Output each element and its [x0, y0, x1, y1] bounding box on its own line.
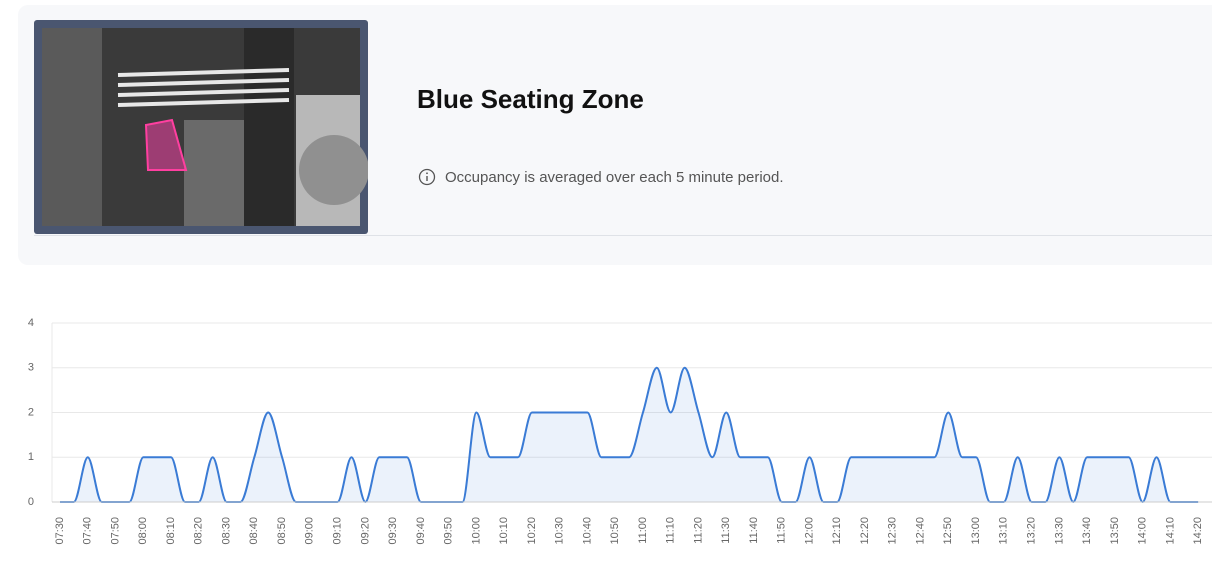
- x-tick-label: 08:00: [137, 517, 149, 545]
- x-tick-label: 08:20: [193, 517, 205, 545]
- x-tick-label: 13:20: [1026, 517, 1038, 545]
- x-tick-label: 12:20: [859, 517, 871, 545]
- x-tick-label: 09:20: [359, 517, 371, 545]
- x-tick-label: 07:40: [82, 517, 94, 545]
- x-tick-label: 07:30: [54, 517, 66, 545]
- x-tick-label: 12:30: [887, 517, 899, 545]
- line: [59, 366, 1199, 504]
- x-tick-label: 10:00: [470, 517, 482, 545]
- x-tick-label: 11:40: [748, 517, 760, 544]
- x-tick-label: 10:10: [498, 517, 510, 545]
- x-tick-label: 11:30: [720, 517, 732, 544]
- x-tick-label: 11:50: [776, 517, 788, 544]
- x-tick-label: 08:30: [220, 517, 232, 545]
- x-tick-label: 09:40: [415, 517, 427, 545]
- x-tick-label: 08:40: [248, 517, 260, 545]
- x-tick-label: 13:10: [998, 517, 1010, 545]
- x-tick-label: 09:50: [443, 517, 455, 545]
- x-tick-label: 08:50: [276, 517, 288, 545]
- x-tick-label: 13:30: [1053, 517, 1065, 545]
- divider: [34, 235, 1212, 236]
- x-tick-label: 09:30: [387, 517, 399, 545]
- camera-image: [34, 20, 368, 234]
- x-tick-label: 09:10: [332, 517, 344, 545]
- x-tick-label: 13:40: [1081, 517, 1093, 545]
- info-text: Occupancy is averaged over each 5 minute…: [445, 168, 784, 186]
- chart: 0 1 2 3 4 07:30 07:40 07:50 08:00 08:10 08:20 08:30…: [28, 317, 1212, 545]
- y-tick-label: 2: [28, 406, 34, 418]
- x-tick-label: 11:00: [637, 517, 649, 544]
- y-tick-label: 0: [28, 496, 34, 508]
- y-tick-label: 1: [28, 451, 34, 463]
- info-note: Occupancy is averaged over each 5 minute…: [418, 168, 784, 186]
- x-tick-label: 14:20: [1192, 517, 1204, 545]
- x-tick-label: 11:20: [692, 517, 704, 544]
- x-tick-label: 10:20: [526, 517, 538, 545]
- x-tick-label: 12:00: [803, 517, 815, 545]
- x-tick-label: 11:10: [665, 517, 677, 544]
- x-tick-label: 12:40: [914, 517, 926, 545]
- info-icon: [418, 168, 436, 186]
- y-tick-label: 4: [28, 317, 34, 329]
- x-tick-label: 14:00: [1137, 517, 1149, 545]
- x-tick-label: 07:50: [109, 517, 121, 545]
- x-tick-label: 13:00: [970, 517, 982, 545]
- y-tick-label: 3: [28, 362, 34, 374]
- x-tick-label: 08:10: [165, 517, 177, 545]
- x-tick-label: 10:40: [581, 517, 593, 545]
- x-tick-label: 10:50: [609, 517, 621, 545]
- x-tick-label: 12:50: [942, 517, 954, 545]
- x-tick-label: 13:50: [1109, 517, 1121, 545]
- zone-title: Blue Seating Zone: [417, 84, 644, 114]
- x-tick-label: 10:30: [554, 517, 566, 545]
- x-tick-label: 14:10: [1164, 517, 1176, 545]
- x-tick-label: 12:10: [831, 517, 843, 545]
- x-tick-label: 09:00: [304, 517, 316, 545]
- area: [60, 367, 1199, 502]
